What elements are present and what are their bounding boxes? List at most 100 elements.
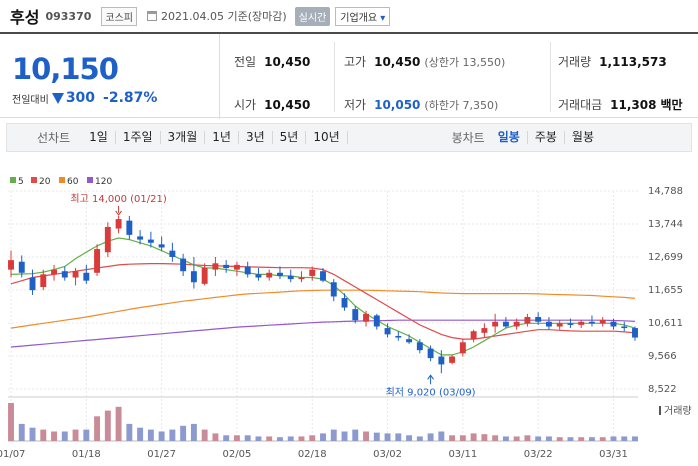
candle-body — [309, 269, 316, 276]
stat-amount: 거래대금 11,308 백만 — [558, 96, 683, 113]
volume-bar — [621, 436, 628, 441]
volume-label: 거래량 — [664, 405, 692, 417]
stat-value: 10,450 — [264, 98, 311, 112]
company-info-label: 기업개요 — [340, 12, 378, 24]
x-tick-label: 02/05 — [223, 449, 252, 460]
stat-open: 시가 10,450 — [234, 96, 310, 113]
y-axis: 14,788 13,744 12,699 11,655 10,611 9,566 8,522… — [648, 186, 692, 417]
volume-bar — [578, 437, 585, 441]
low-annotation: 최저 9,020 (03/09) — [386, 386, 476, 398]
volume-bar — [320, 433, 326, 441]
candle-body — [502, 321, 509, 327]
stat-sub: (하한가 7,350) — [424, 99, 499, 112]
candle-body — [72, 271, 79, 278]
volume-bar — [459, 435, 466, 441]
change-amount: 300 — [65, 90, 96, 106]
divider — [334, 42, 335, 112]
candle-chart-label: 봉차트 — [451, 131, 485, 145]
candle-body — [8, 260, 14, 270]
ma60-line — [10, 289, 636, 329]
candle-daily[interactable]: 일봉 — [491, 131, 528, 144]
candle-body — [320, 271, 326, 281]
candle-monthly[interactable]: 월봉 — [571, 130, 594, 144]
realtime-button[interactable]: 실시간 — [294, 6, 331, 26]
chart-legend: 5 20 60 120 — [10, 177, 112, 187]
company-info-button[interactable]: 기업개요 ▾ — [335, 6, 391, 26]
y-tick-label: 9,566 — [648, 351, 677, 362]
candle-weekly[interactable]: 주봉 — [528, 131, 565, 144]
candle-body — [610, 321, 617, 327]
volume-bar — [416, 436, 423, 441]
period-3y[interactable]: 3년 — [239, 131, 273, 144]
x-tick-label: 01/07 — [0, 449, 25, 460]
volume-bars — [8, 403, 638, 441]
candle-body — [115, 219, 122, 229]
volume-bar — [233, 435, 240, 441]
candle-body — [589, 321, 595, 324]
period-1y[interactable]: 1년 — [205, 131, 239, 144]
period-1d[interactable]: 1일 — [82, 131, 116, 144]
period-10y[interactable]: 10년 — [306, 131, 348, 144]
legend-swatch — [10, 177, 16, 183]
candle-body — [147, 239, 154, 243]
volume-bar — [545, 436, 552, 441]
legend-swatch — [87, 177, 93, 183]
period-1w[interactable]: 1주일 — [116, 131, 161, 144]
change-percent: -2.87% — [103, 90, 158, 106]
candle-body — [352, 309, 359, 321]
x-tick-label: 02/18 — [298, 449, 327, 460]
period-5y[interactable]: 5년 — [273, 131, 307, 144]
candle-body — [180, 258, 187, 272]
current-price: 10,150 — [12, 52, 119, 86]
candle-body — [126, 220, 133, 235]
candle-body — [266, 272, 273, 278]
candle-body — [578, 321, 585, 325]
legend-label: 60 — [67, 177, 79, 187]
y-tick-label: 13,744 — [648, 219, 683, 230]
volume-bar — [255, 436, 262, 441]
chart-toolbar: 선차트 1일 1주일 3개월 1년 3년 5년 10년 봉차트 일봉 주봉 월봉 — [6, 123, 692, 152]
volume-bar — [438, 431, 445, 441]
divider — [550, 42, 551, 112]
candle-body — [545, 321, 552, 327]
price-stats: 전일 10,450 고가 10,450 (상한가 13,550) 거래량 1,1… — [219, 34, 698, 119]
volume-icon — [659, 406, 661, 415]
candle-body — [83, 272, 90, 281]
ma5-line — [10, 237, 636, 356]
x-tick-label: 03/22 — [524, 449, 553, 460]
stat-label: 거래량 — [558, 55, 592, 69]
candle-body — [513, 321, 520, 327]
candle-body — [18, 261, 25, 273]
volume-bar — [632, 436, 638, 441]
volume-bar — [556, 437, 563, 441]
candle-body — [330, 282, 337, 297]
volume-bar — [589, 437, 595, 441]
candle-body — [137, 236, 144, 240]
period-3m[interactable]: 3개월 — [161, 131, 206, 144]
x-tick-label: 01/27 — [147, 449, 176, 460]
stat-prev: 전일 10,450 — [234, 53, 310, 70]
candle-body — [223, 264, 230, 269]
high-annotation: 최고 14,000 (01/21) — [70, 193, 166, 205]
volume-bar — [298, 436, 305, 441]
volume-bar — [502, 436, 509, 441]
volume-bar — [244, 435, 251, 441]
stat-label: 고가 — [344, 55, 367, 69]
volume-bar — [18, 423, 25, 441]
x-tick-label: 03/11 — [448, 449, 477, 460]
volume-bar — [395, 433, 402, 441]
market-badge: 코스피 — [101, 6, 137, 26]
volume-bar — [40, 429, 47, 441]
stat-value: 10,450 — [264, 55, 311, 69]
line-chart-label: 선차트 — [37, 131, 71, 145]
legend-swatch — [31, 177, 37, 183]
volume-bar — [61, 431, 68, 441]
candle-body — [158, 244, 165, 248]
x-tick-label: 01/18 — [72, 449, 101, 460]
candle-body — [169, 250, 176, 257]
price-panel: 10,150 전일대비 300 -2.87% 전일 10,450 고가 10,4… — [0, 32, 698, 119]
candle-body — [416, 342, 423, 351]
candle-body — [244, 266, 251, 275]
volume-bar — [180, 425, 187, 441]
candle-body — [341, 298, 348, 308]
